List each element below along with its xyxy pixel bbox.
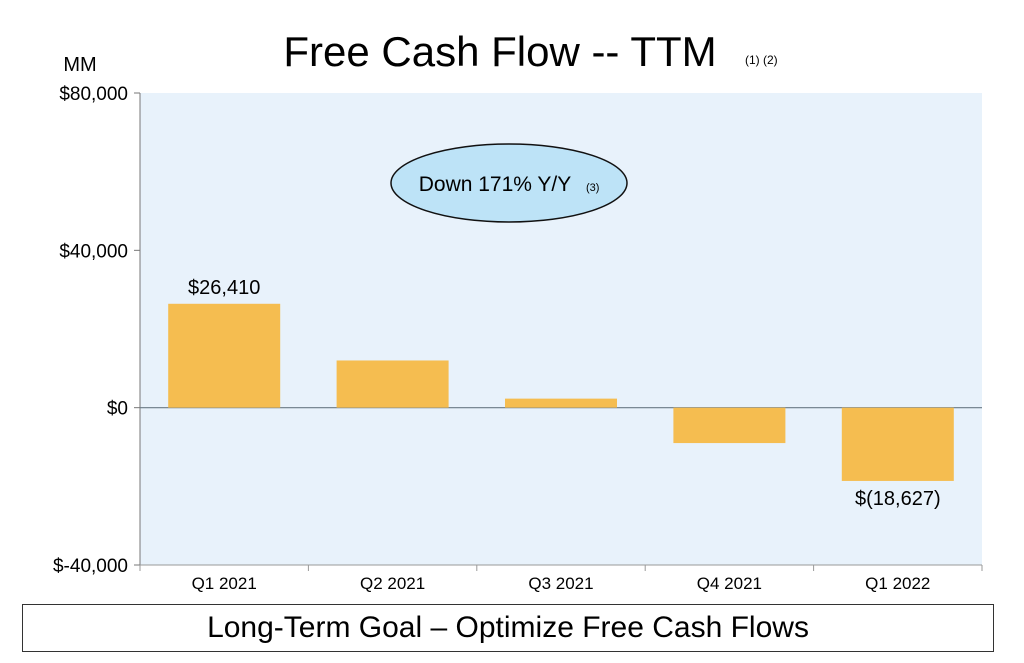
annotation-footnote: (3) [586,182,599,194]
y-tick-label: $0 [107,399,128,420]
x-tick-label: Q3 2021 [528,574,593,593]
annotation-ellipse [390,143,628,223]
annotation-text: Down 171% Y/Y [419,173,572,196]
y-tick-label: $80,000 [59,84,128,105]
bar [168,303,281,408]
data-label: $(18,627) [855,488,941,510]
free-cash-flow-chart: Free Cash Flow -- TTM (1) (2) MM $-40,00… [53,28,983,593]
x-tick-label: Q2 2021 [360,574,425,593]
chart-title: Free Cash Flow -- TTM [283,28,716,75]
x-tick-label: Q1 2021 [192,574,257,593]
x-tick-label: Q4 2021 [697,574,762,593]
long-term-goal-box: Long-Term Goal – Optimize Free Cash Flow… [22,604,994,652]
long-term-goal-text: Long-Term Goal – Optimize Free Cash Flow… [207,611,809,644]
x-tick-label: Q1 2022 [865,574,930,593]
chart-title-footnote: (1) (2) [745,53,778,67]
bar [505,398,617,408]
bar [336,360,449,408]
y-tick-label: $40,000 [59,241,128,262]
unit-label: MM [63,54,96,76]
data-label: $26,410 [188,277,260,299]
bar [673,407,786,444]
bar [841,407,954,481]
y-tick-label: $-40,000 [53,556,128,577]
